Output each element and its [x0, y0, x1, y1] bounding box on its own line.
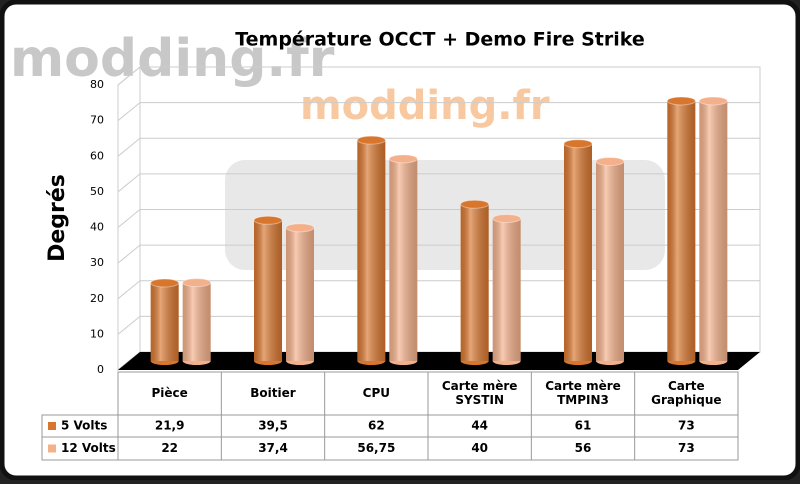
y-tick-label: 50 — [90, 185, 104, 198]
bar-top — [595, 157, 625, 166]
x-tick-label: Boitier — [250, 386, 295, 400]
bar-top — [150, 278, 180, 288]
bar-top — [563, 139, 593, 149]
data-label: 73 — [678, 441, 695, 455]
data-label: 56 — [575, 441, 592, 455]
bar-top — [356, 135, 386, 145]
data-label: 39,5 — [258, 419, 288, 433]
data-label: 40 — [471, 441, 488, 455]
x-tick-label: CPU — [363, 386, 390, 400]
background-photo — [225, 160, 665, 270]
y-tick-label: 30 — [90, 256, 104, 269]
bar-top — [253, 215, 283, 225]
x-tick-label: Carte Graphique — [651, 379, 721, 407]
x-tick-label: Carte mère SYSTIN — [442, 379, 518, 407]
bar-shade — [667, 100, 696, 361]
x-tick-label: Pièce — [152, 386, 188, 400]
watermark: modding.fr — [300, 83, 550, 129]
chart-title: Température OCCT + Demo Fire Strike — [235, 29, 645, 51]
bar-shade — [596, 161, 624, 361]
y-tick-label: 20 — [90, 292, 104, 305]
y-tick-label: 10 — [90, 327, 104, 340]
bar-top — [182, 278, 212, 288]
bar-shade — [460, 204, 489, 361]
data-label: 56,75 — [357, 441, 395, 455]
data-label: 73 — [678, 419, 695, 433]
bar-shade — [286, 227, 314, 361]
y-tick-label: 0 — [97, 363, 104, 376]
floor — [118, 352, 760, 370]
grid-line — [117, 173, 760, 193]
bar-top — [492, 214, 522, 223]
data-label: 44 — [471, 419, 488, 433]
legend-swatch — [48, 444, 56, 453]
legend-label: 12 Volts — [61, 441, 116, 455]
bar-shade — [182, 282, 211, 361]
bar-shade — [357, 140, 386, 361]
y-tick-label: 80 — [90, 78, 104, 91]
y-tick-label: 40 — [90, 221, 104, 234]
data-label: 62 — [368, 419, 385, 433]
y-axis-label: Degrés — [45, 174, 70, 262]
data-label: 37,4 — [258, 441, 288, 455]
data-label: 22 — [161, 441, 178, 455]
x-tick-label: Carte mère TMPIN3 — [545, 379, 621, 407]
bar-top — [285, 223, 315, 233]
bar-shade — [254, 220, 282, 361]
y-tick-label: 60 — [90, 149, 104, 162]
grid-line — [117, 315, 760, 335]
data-label: 61 — [575, 419, 592, 433]
bar-top — [388, 154, 418, 164]
bar-shade — [389, 158, 418, 361]
bar-top — [666, 96, 696, 106]
bar-shade — [492, 218, 521, 361]
bars — [150, 96, 728, 365]
grid-line — [117, 102, 760, 122]
bar-shade — [150, 282, 179, 361]
legend-label: 5 Volts — [61, 419, 107, 433]
bar-shade — [699, 100, 728, 361]
watermark: modding.fr — [10, 29, 335, 89]
grid-line — [117, 209, 760, 228]
bar-shade — [564, 143, 592, 361]
data-table: Pièce 21,9 22 Boitier 39,5 37,4 CPU 62 56,75 Cart… — [41, 371, 739, 461]
grid-line — [117, 280, 760, 300]
bar-top — [460, 199, 490, 209]
legend-swatch — [48, 422, 56, 430]
bar-top — [698, 96, 728, 106]
data-label: 21,9 — [155, 419, 185, 433]
grid-line — [117, 66, 760, 86]
y-tick-label: 70 — [90, 114, 104, 127]
grid-line — [117, 244, 760, 264]
grid-line — [117, 137, 760, 157]
